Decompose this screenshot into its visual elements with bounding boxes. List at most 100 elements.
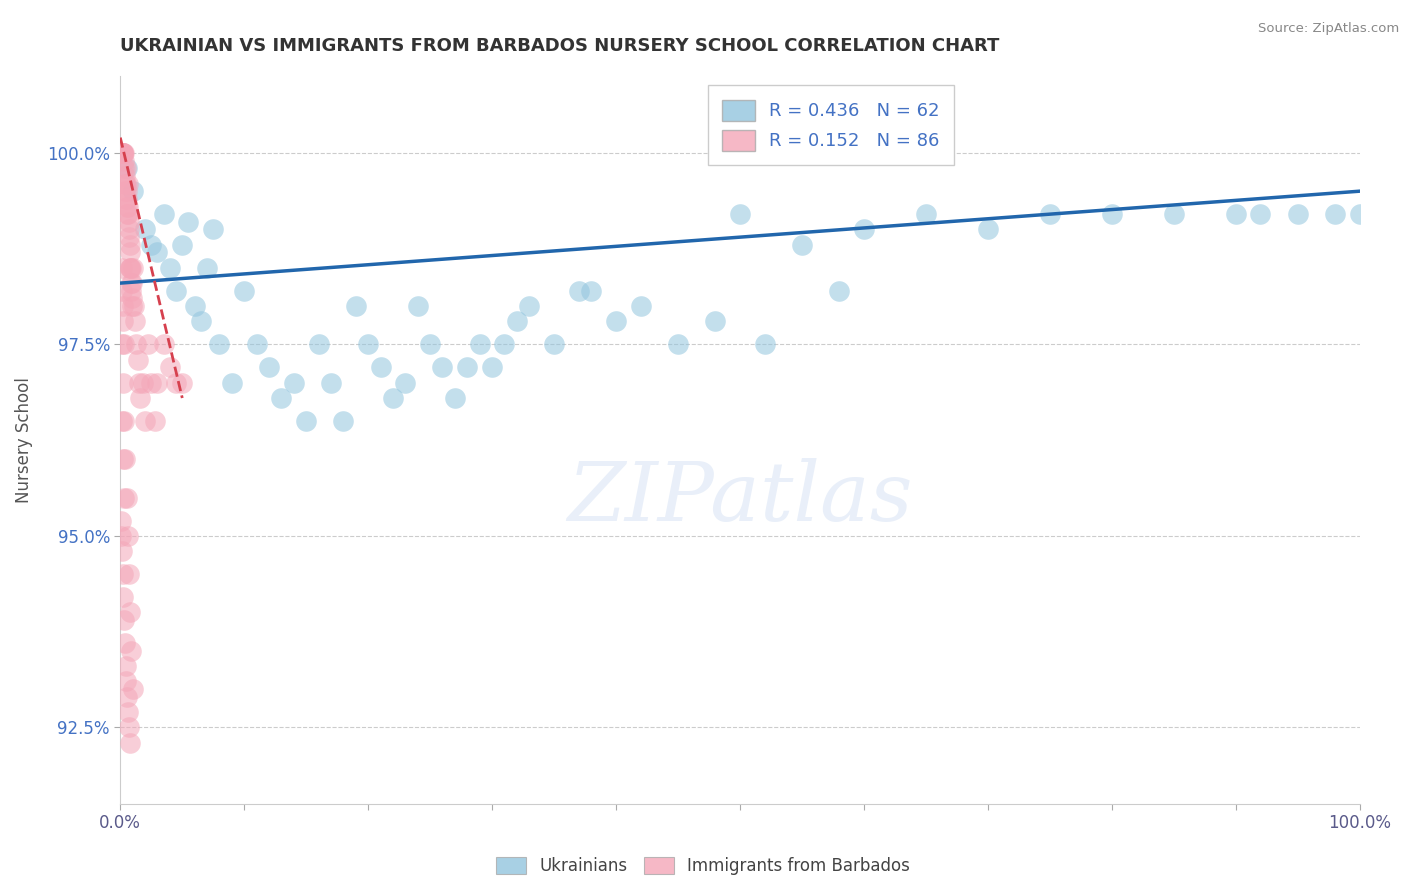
Point <box>118 245 141 260</box>
Point <box>159 360 181 375</box>
Point <box>134 414 156 428</box>
Point <box>332 414 354 428</box>
Point <box>115 192 138 206</box>
Point <box>128 376 150 390</box>
Point <box>115 177 138 191</box>
Point <box>1101 207 1123 221</box>
Point <box>141 237 163 252</box>
Point <box>115 690 138 704</box>
Point <box>146 376 169 390</box>
Point <box>494 337 516 351</box>
Point <box>202 222 225 236</box>
Point <box>114 177 136 191</box>
Point <box>115 674 138 689</box>
Point <box>121 292 143 306</box>
Point <box>120 260 142 275</box>
Point <box>208 337 231 351</box>
Point <box>114 636 136 650</box>
Point <box>1225 207 1247 221</box>
Point <box>270 391 292 405</box>
Point <box>165 376 187 390</box>
Point <box>120 644 142 658</box>
Point <box>630 299 652 313</box>
Point <box>111 376 134 390</box>
Point <box>754 337 776 351</box>
Point <box>172 376 194 390</box>
Point <box>114 161 136 176</box>
Point <box>143 414 166 428</box>
Legend: Ukrainians, Immigrants from Barbados: Ukrainians, Immigrants from Barbados <box>488 849 918 884</box>
Point <box>112 161 135 176</box>
Point <box>394 376 416 390</box>
Point <box>117 705 139 719</box>
Point <box>112 153 135 168</box>
Point <box>977 222 1000 236</box>
Point <box>115 200 138 214</box>
Point <box>112 337 135 351</box>
Point <box>165 284 187 298</box>
Point <box>1163 207 1185 221</box>
Text: Source: ZipAtlas.com: Source: ZipAtlas.com <box>1258 22 1399 36</box>
Point <box>543 337 565 351</box>
Point <box>704 314 727 328</box>
Point <box>120 606 142 620</box>
Point <box>121 260 143 275</box>
Point <box>381 391 404 405</box>
Point <box>111 145 134 160</box>
Point <box>1323 207 1346 221</box>
Point <box>117 200 139 214</box>
Point <box>1286 207 1309 221</box>
Point <box>319 376 342 390</box>
Point <box>121 184 143 198</box>
Point <box>117 529 139 543</box>
Point <box>308 337 330 351</box>
Point <box>468 337 491 351</box>
Point <box>221 376 243 390</box>
Point <box>111 299 134 313</box>
Point <box>432 360 454 375</box>
Point <box>118 222 141 236</box>
Point <box>283 376 305 390</box>
Text: UKRAINIAN VS IMMIGRANTS FROM BARBADOS NURSERY SCHOOL CORRELATION CHART: UKRAINIAN VS IMMIGRANTS FROM BARBADOS NU… <box>121 37 1000 55</box>
Point <box>568 284 591 298</box>
Point <box>517 299 540 313</box>
Point <box>120 260 142 275</box>
Point <box>146 245 169 260</box>
Point <box>370 360 392 375</box>
Point <box>728 207 751 221</box>
Point <box>114 169 136 183</box>
Point <box>111 544 134 558</box>
Point <box>152 207 174 221</box>
Point <box>1348 207 1371 221</box>
Point <box>118 567 141 582</box>
Point <box>152 337 174 351</box>
Point <box>177 215 200 229</box>
Point <box>1249 207 1271 221</box>
Point <box>406 299 429 313</box>
Point <box>134 222 156 236</box>
Point <box>118 736 141 750</box>
Point <box>121 276 143 290</box>
Point <box>419 337 441 351</box>
Point <box>112 145 135 160</box>
Point <box>122 299 145 313</box>
Point <box>579 284 602 298</box>
Point <box>125 337 148 351</box>
Point <box>195 260 218 275</box>
Point <box>790 237 813 252</box>
Point <box>115 192 138 206</box>
Point <box>110 514 132 528</box>
Point <box>112 145 135 160</box>
Point <box>666 337 689 351</box>
Point <box>110 145 132 160</box>
Point <box>114 184 136 198</box>
Legend: R = 0.436   N = 62, R = 0.152   N = 86: R = 0.436 N = 62, R = 0.152 N = 86 <box>707 86 953 165</box>
Point <box>444 391 467 405</box>
Point <box>110 145 132 160</box>
Point <box>120 260 142 275</box>
Point <box>506 314 529 328</box>
Point <box>257 360 280 375</box>
Point <box>110 260 132 275</box>
Point <box>111 284 134 298</box>
Point <box>172 237 194 252</box>
